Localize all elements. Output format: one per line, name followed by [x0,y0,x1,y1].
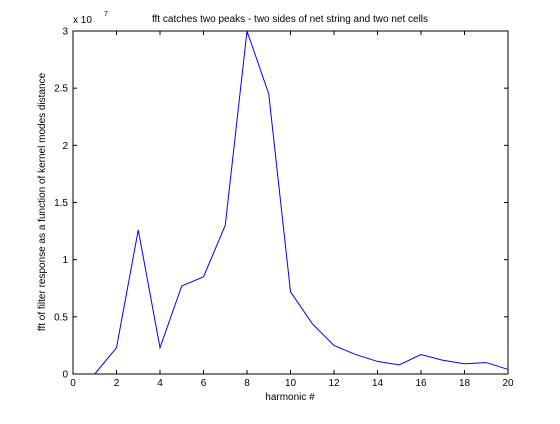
x-tick-label: 14 [372,378,384,389]
y-exponent-label: x 10 [73,15,92,26]
y-tick-label: 0.5 [54,312,68,323]
x-tick-label: 6 [201,378,207,389]
x-tick-label: 8 [244,378,250,389]
labels: fft catches two peaks - two sides of net… [37,11,428,403]
x-tick-label: 16 [415,378,427,389]
y-axis-label: fft of filter response as a function of … [37,72,48,331]
y-tick-label: 3 [62,27,68,38]
x-tick-label: 0 [70,378,76,389]
chart-title: fft catches two peaks - two sides of net… [152,14,428,25]
series-line [94,30,509,375]
y-tick-label: 2.5 [54,84,68,95]
y-tick-label: 1 [62,255,68,266]
x-axis-label: harmonic # [265,392,315,403]
series-group [94,30,509,375]
y-exponent-power: 7 [104,11,108,18]
x-tick-label: 10 [285,378,297,389]
y-tick-label: 1.5 [54,198,68,209]
y-tick-label: 0 [62,370,68,381]
x-tick-label: 2 [114,378,120,389]
x-tick-label: 4 [157,378,163,389]
x-tick-label: 18 [459,378,471,389]
plot-background [73,31,508,374]
x-tick-label: 12 [328,378,340,389]
x-tick-label: 20 [502,378,514,389]
y-tick-label: 2 [62,141,68,152]
